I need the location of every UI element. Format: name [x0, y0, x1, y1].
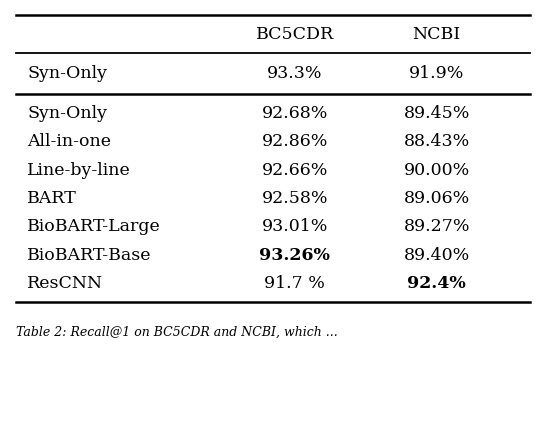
- Text: 90.00%: 90.00%: [403, 162, 470, 179]
- Text: 93.26%: 93.26%: [259, 247, 330, 264]
- Text: 89.27%: 89.27%: [403, 218, 470, 235]
- Text: BART: BART: [27, 190, 77, 207]
- Text: 92.66%: 92.66%: [262, 162, 328, 179]
- Text: 93.01%: 93.01%: [262, 218, 328, 235]
- Text: 89.06%: 89.06%: [403, 190, 470, 207]
- Text: BioBART-Base: BioBART-Base: [27, 247, 152, 264]
- Text: All-in-one: All-in-one: [27, 133, 111, 150]
- Text: ResCNN: ResCNN: [27, 275, 103, 292]
- Text: Line-by-line: Line-by-line: [27, 162, 131, 179]
- Text: 89.40%: 89.40%: [403, 247, 470, 264]
- Text: NCBI: NCBI: [413, 26, 461, 43]
- Text: BioBART-Large: BioBART-Large: [27, 218, 161, 235]
- Text: 91.7 %: 91.7 %: [264, 275, 325, 292]
- Text: 93.3%: 93.3%: [267, 65, 323, 82]
- Text: Syn-Only: Syn-Only: [27, 105, 108, 122]
- Text: 91.9%: 91.9%: [409, 65, 465, 82]
- Text: 88.43%: 88.43%: [403, 133, 470, 150]
- Text: 92.86%: 92.86%: [262, 133, 328, 150]
- Text: 92.4%: 92.4%: [407, 275, 466, 292]
- Text: 92.68%: 92.68%: [262, 105, 328, 122]
- Text: Syn-Only: Syn-Only: [27, 65, 108, 82]
- Text: BC5CDR: BC5CDR: [256, 26, 334, 43]
- Text: Table 2: Recall@1 on BC5CDR and NCBI, which ...: Table 2: Recall@1 on BC5CDR and NCBI, wh…: [16, 326, 338, 339]
- Text: 89.45%: 89.45%: [403, 105, 470, 122]
- Text: 92.58%: 92.58%: [262, 190, 328, 207]
